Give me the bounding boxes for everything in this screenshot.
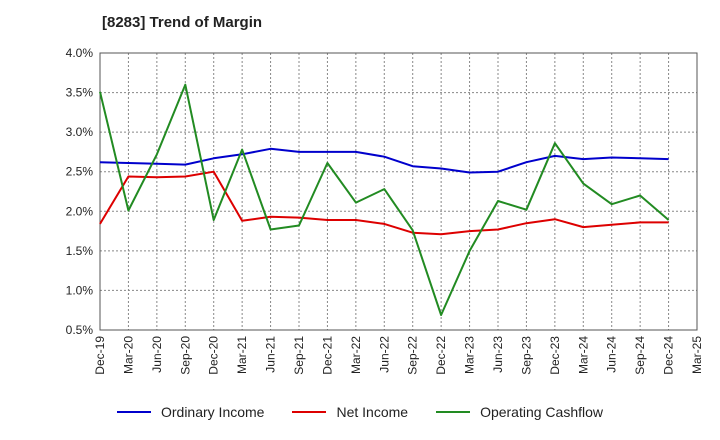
x-tick-label: Mar-22 xyxy=(349,336,363,374)
y-tick-label: 2.0% xyxy=(66,204,94,218)
y-tick-label: 3.5% xyxy=(66,86,94,100)
y-tick-label: 0.5% xyxy=(66,323,94,337)
x-tick-label: Jun-21 xyxy=(264,336,278,373)
y-tick-label: 4.0% xyxy=(66,46,94,60)
x-tick-label: Jun-20 xyxy=(150,336,164,373)
x-tick-label: Sep-20 xyxy=(178,336,192,375)
x-tick-label: Jun-23 xyxy=(491,336,505,373)
plot-frame xyxy=(99,52,698,331)
x-tick-label: Dec-20 xyxy=(207,336,221,375)
legend-item-operating-cashflow: Operating Cashflow xyxy=(436,404,603,420)
y-tick-label: 1.0% xyxy=(66,283,94,297)
x-tick-label: Mar-20 xyxy=(121,336,135,374)
legend-item-ordinary-income: Ordinary Income xyxy=(116,404,265,420)
series-line-ordinary-income xyxy=(99,147,669,174)
y-tick-label: 2.5% xyxy=(66,165,94,179)
legend: Ordinary Income Net Income Operating Cas… xyxy=(0,404,720,420)
legend-label-net-income: Net Income xyxy=(336,404,409,420)
x-tick-label: Mar-21 xyxy=(235,336,249,374)
legend-label-ordinary-income: Ordinary Income xyxy=(160,404,265,420)
chart-title: [8283] Trend of Margin xyxy=(102,14,263,31)
series-line-net-income xyxy=(99,170,669,236)
x-tick-label: Dec-19 xyxy=(93,336,107,375)
x-tick-label: Dec-22 xyxy=(434,336,448,375)
x-tick-label: Sep-21 xyxy=(292,336,306,375)
x-tick-label: Sep-24 xyxy=(633,336,647,375)
x-tick-label: Mar-24 xyxy=(576,336,590,374)
x-tick-label: Mar-23 xyxy=(463,336,477,374)
x-tick-label: Dec-23 xyxy=(548,336,562,375)
legend-swatch-net-income xyxy=(292,411,327,413)
x-tick-label: Dec-24 xyxy=(662,336,676,375)
x-tick-label: Sep-23 xyxy=(519,336,533,375)
x-tick-label: Dec-21 xyxy=(320,336,334,375)
series-line-operating-cashflow xyxy=(99,83,670,316)
x-tick-label: Sep-22 xyxy=(406,336,420,375)
x-tick-label: Jun-24 xyxy=(605,336,619,373)
y-tick-label: 3.0% xyxy=(66,125,94,139)
legend-swatch-ordinary-income xyxy=(116,411,151,413)
x-tick-label: Mar-25 xyxy=(690,336,704,374)
legend-item-net-income: Net Income xyxy=(292,404,408,420)
legend-label-operating-cashflow: Operating Cashflow xyxy=(480,404,604,420)
x-tick-label: Jun-22 xyxy=(377,336,391,373)
y-tick-label: 1.5% xyxy=(66,244,94,258)
legend-swatch-operating-cashflow xyxy=(436,411,471,413)
